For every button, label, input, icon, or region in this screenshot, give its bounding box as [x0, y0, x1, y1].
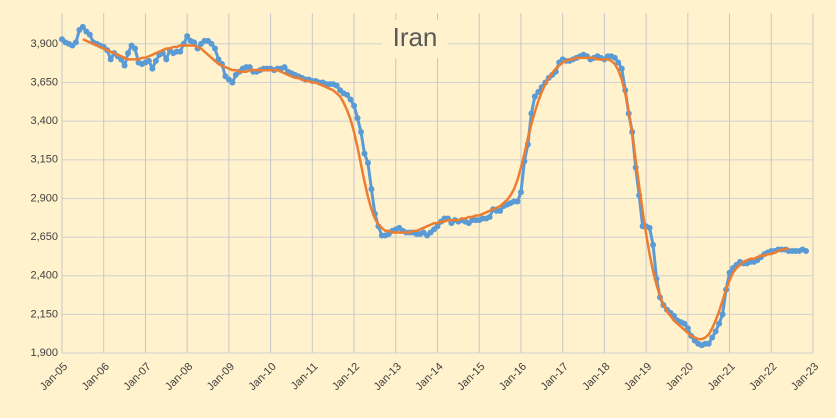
point [646, 224, 653, 231]
point [361, 150, 368, 157]
point [132, 45, 139, 52]
point [107, 56, 114, 63]
series-line [82, 38, 790, 341]
y-tick-label: 2,900 [30, 192, 58, 204]
y-tick-label: 2,650 [30, 231, 58, 243]
point [615, 59, 622, 66]
point [684, 325, 691, 332]
point [497, 207, 504, 214]
point [535, 88, 542, 95]
point [149, 65, 156, 72]
point [281, 64, 288, 71]
point [712, 328, 719, 335]
point [145, 57, 152, 64]
point [246, 64, 253, 71]
point [229, 79, 236, 86]
point [125, 50, 132, 57]
point [177, 48, 184, 55]
point [709, 334, 716, 341]
point [716, 320, 723, 327]
point [72, 39, 79, 46]
point [354, 115, 361, 122]
point [121, 62, 128, 69]
point [333, 82, 340, 89]
y-tick-label: 3,650 [30, 76, 58, 88]
point [215, 56, 222, 63]
point [681, 320, 688, 327]
y-tick-label: 3,150 [30, 154, 58, 166]
point [364, 159, 371, 166]
y-tick-label: 2,150 [30, 308, 58, 320]
point [486, 214, 493, 220]
point [368, 186, 375, 193]
y-tick-label: 1,900 [30, 347, 58, 359]
point [163, 56, 170, 63]
point [705, 340, 712, 347]
title-box [382, 20, 448, 58]
point [650, 241, 657, 248]
point [351, 102, 358, 109]
point [191, 39, 198, 46]
y-tick-label: 3,400 [30, 115, 58, 127]
point [514, 198, 521, 205]
y-tick-label: 2,400 [30, 270, 58, 282]
point [347, 96, 354, 103]
point [358, 129, 365, 135]
point [517, 189, 524, 196]
plot [59, 23, 810, 349]
point [86, 31, 93, 38]
point [211, 45, 218, 52]
chart-title: Iran [393, 22, 438, 52]
point [152, 57, 159, 64]
point [344, 91, 351, 98]
point [79, 23, 86, 30]
point [611, 54, 618, 61]
point [719, 311, 726, 318]
point [618, 65, 625, 72]
point [434, 223, 441, 230]
grid [61, 13, 814, 354]
point [184, 33, 191, 40]
point [531, 93, 538, 100]
point [803, 248, 810, 254]
point [208, 40, 215, 47]
y-tick-label: 3,900 [30, 38, 58, 50]
